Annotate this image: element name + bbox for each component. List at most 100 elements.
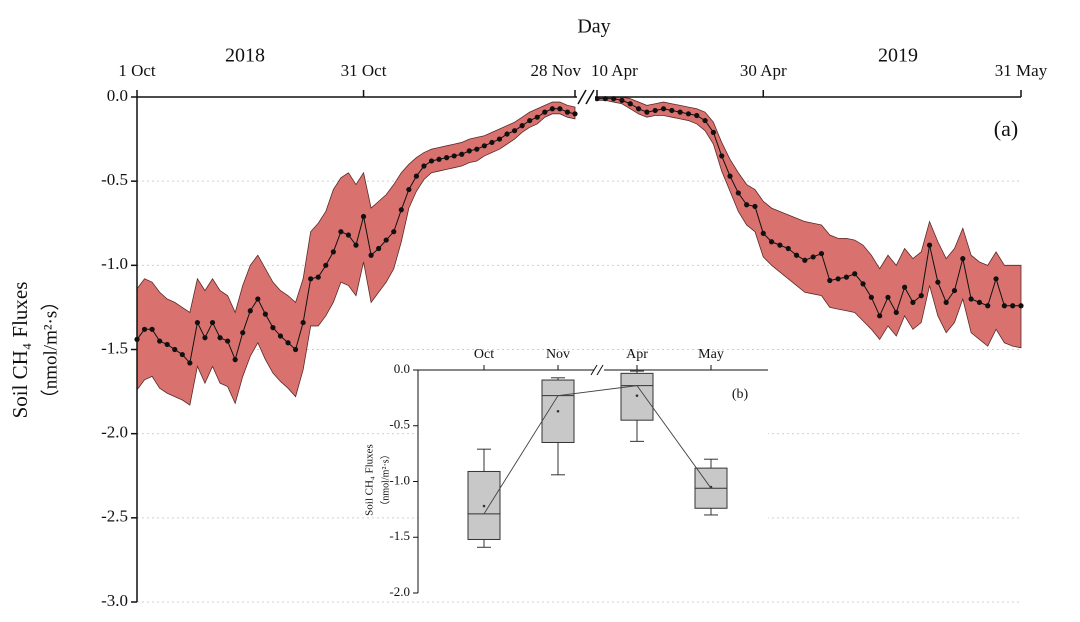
data-point bbox=[421, 163, 427, 169]
y-tick-label: -1.0 bbox=[101, 254, 128, 273]
data-point bbox=[308, 276, 314, 282]
data-point bbox=[172, 346, 178, 353]
x-tick-label: 31 May bbox=[995, 61, 1048, 80]
data-point bbox=[466, 148, 472, 154]
mean-point bbox=[482, 504, 486, 508]
x-tick-label: 28 Nov bbox=[530, 61, 581, 80]
data-point bbox=[496, 136, 503, 142]
data-point bbox=[935, 279, 941, 285]
data-point bbox=[960, 256, 966, 262]
data-point bbox=[511, 128, 518, 134]
data-point bbox=[860, 281, 866, 287]
mean-point bbox=[556, 409, 560, 413]
data-point bbox=[951, 287, 958, 294]
data-point bbox=[918, 293, 924, 299]
year-label: 2018 bbox=[225, 45, 265, 67]
data-point bbox=[542, 109, 548, 115]
y-tick-label: -2.0 bbox=[389, 584, 410, 599]
inset-y-axis-title: Soil CH₄ Fluxes bbox=[364, 444, 376, 516]
data-point bbox=[360, 213, 367, 220]
data-point bbox=[383, 237, 389, 243]
data-point bbox=[225, 338, 231, 344]
data-point bbox=[810, 254, 816, 260]
data-point bbox=[504, 131, 510, 137]
data-point bbox=[436, 156, 442, 162]
y-tick-label: -1.5 bbox=[389, 528, 410, 543]
data-point bbox=[1018, 303, 1024, 309]
data-point bbox=[557, 106, 563, 112]
uncertainty-band bbox=[596, 96, 1022, 349]
x-tick-label: Oct bbox=[474, 347, 494, 362]
data-point bbox=[852, 271, 858, 277]
data-point bbox=[710, 129, 716, 135]
y-tick-label: -1.0 bbox=[389, 472, 410, 487]
data-point bbox=[300, 319, 306, 326]
y-tick-label: -2.0 bbox=[101, 423, 128, 442]
data-point bbox=[164, 341, 170, 348]
data-point bbox=[194, 319, 201, 326]
data-point bbox=[459, 151, 465, 157]
data-point bbox=[702, 117, 708, 124]
data-point bbox=[572, 111, 578, 117]
data-point bbox=[968, 296, 974, 302]
data-point bbox=[451, 153, 457, 159]
data-point bbox=[428, 158, 435, 164]
data-point bbox=[827, 277, 833, 284]
data-point bbox=[793, 252, 800, 258]
data-point bbox=[644, 109, 650, 115]
data-point bbox=[549, 106, 555, 112]
y-tick-label: -3.0 bbox=[101, 591, 128, 610]
data-point bbox=[247, 308, 253, 314]
data-point bbox=[785, 245, 791, 252]
data-point bbox=[368, 252, 374, 258]
data-point bbox=[652, 107, 658, 114]
data-point bbox=[635, 106, 642, 112]
data-point bbox=[677, 109, 683, 115]
x-axis-title: Day bbox=[577, 16, 610, 38]
data-point bbox=[943, 299, 949, 305]
data-point bbox=[835, 276, 841, 282]
panel-label: (a) bbox=[994, 116, 1018, 141]
x-tick-label: 31 Oct bbox=[341, 61, 387, 80]
data-point bbox=[910, 299, 916, 305]
data-point bbox=[330, 249, 336, 255]
data-point bbox=[315, 274, 321, 280]
x-tick-label: May bbox=[698, 347, 724, 362]
data-point bbox=[744, 202, 750, 208]
data-point bbox=[353, 242, 359, 248]
data-point bbox=[474, 146, 480, 152]
data-point bbox=[217, 335, 223, 341]
x-tick-label: 10 Apr bbox=[591, 61, 638, 80]
data-point bbox=[240, 330, 246, 336]
data-point bbox=[323, 262, 329, 268]
data-point bbox=[818, 250, 825, 257]
data-point bbox=[868, 294, 874, 300]
data-point bbox=[926, 242, 933, 248]
data-point bbox=[885, 294, 891, 300]
data-point bbox=[843, 274, 850, 280]
data-point bbox=[802, 257, 808, 263]
data-point bbox=[141, 326, 148, 332]
data-point bbox=[338, 229, 344, 235]
data-point bbox=[202, 335, 208, 341]
data-point bbox=[727, 173, 733, 179]
y-tick-label: -0.5 bbox=[389, 417, 410, 432]
data-point bbox=[985, 303, 991, 309]
data-point bbox=[627, 101, 633, 107]
data-point bbox=[270, 325, 276, 331]
data-point bbox=[255, 296, 261, 302]
y-axis-title: （nmol/m²·s） bbox=[39, 292, 61, 409]
panel-label: (b) bbox=[732, 387, 749, 402]
median-line bbox=[483, 385, 712, 515]
y-tick-label: -0.5 bbox=[101, 170, 128, 189]
data-point bbox=[376, 245, 382, 252]
data-point bbox=[398, 207, 404, 213]
x-tick-label: 30 Apr bbox=[740, 61, 787, 80]
data-point bbox=[893, 309, 899, 316]
y-tick-label: 0.0 bbox=[107, 86, 128, 105]
axis-break bbox=[590, 364, 598, 376]
y-axis-title: Soil CH₄ Fluxes bbox=[8, 282, 32, 419]
data-point bbox=[877, 313, 883, 319]
data-point bbox=[976, 299, 983, 305]
